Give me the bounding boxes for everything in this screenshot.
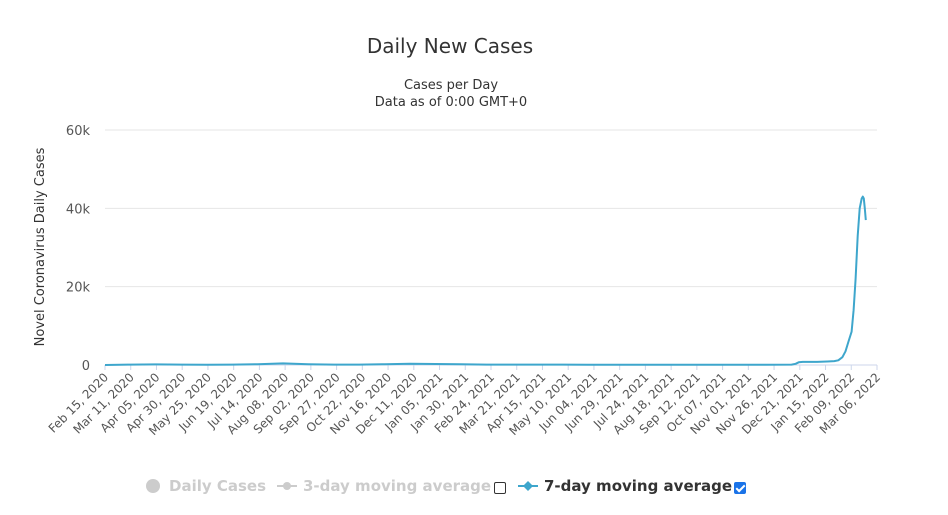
y-axis-label: Novel Coronavirus Daily Cases: [33, 147, 48, 346]
diamond-marker-icon: [518, 481, 538, 491]
series-line-7-day-moving-average: [104, 195, 867, 366]
chart-title: Daily New Cases: [367, 34, 533, 58]
legend-label-daily-cases: Daily Cases: [169, 477, 267, 495]
seven-day-checkbox[interactable]: [734, 482, 746, 494]
y-tick-label: 20k: [66, 281, 91, 296]
three-day-checkbox[interactable]: [494, 482, 506, 494]
daily-new-cases-chart: Daily New Cases Cases per Day Data as of…: [33, 34, 883, 438]
chart-subtitle-line-2: Data as of 0:00 GMT+0: [375, 95, 527, 110]
circle-marker-icon: [146, 479, 160, 493]
legend-item-3-day[interactable]: 3-day moving average: [277, 474, 491, 498]
legend-item-daily-cases[interactable]: Daily Cases: [145, 474, 266, 498]
chart-subtitle-line-1: Cases per Day: [404, 78, 498, 93]
gridlines: [105, 129, 877, 288]
legend-label-7-day: 7-day moving average: [544, 477, 733, 495]
legend: Daily Cases 3-day moving average 7-day m…: [0, 474, 948, 500]
series-group: [104, 195, 867, 366]
y-tick-label: 0: [82, 359, 90, 374]
legend-item-7-day[interactable]: 7-day moving average: [518, 474, 732, 498]
legend-label-3-day: 3-day moving average: [303, 477, 492, 495]
line-marker-icon: [277, 482, 297, 490]
y-tick-label: 40k: [66, 202, 91, 217]
y-tick-label: 60k: [66, 124, 91, 139]
y-axis-ticks: 0 20k 40k 60k: [66, 124, 91, 374]
